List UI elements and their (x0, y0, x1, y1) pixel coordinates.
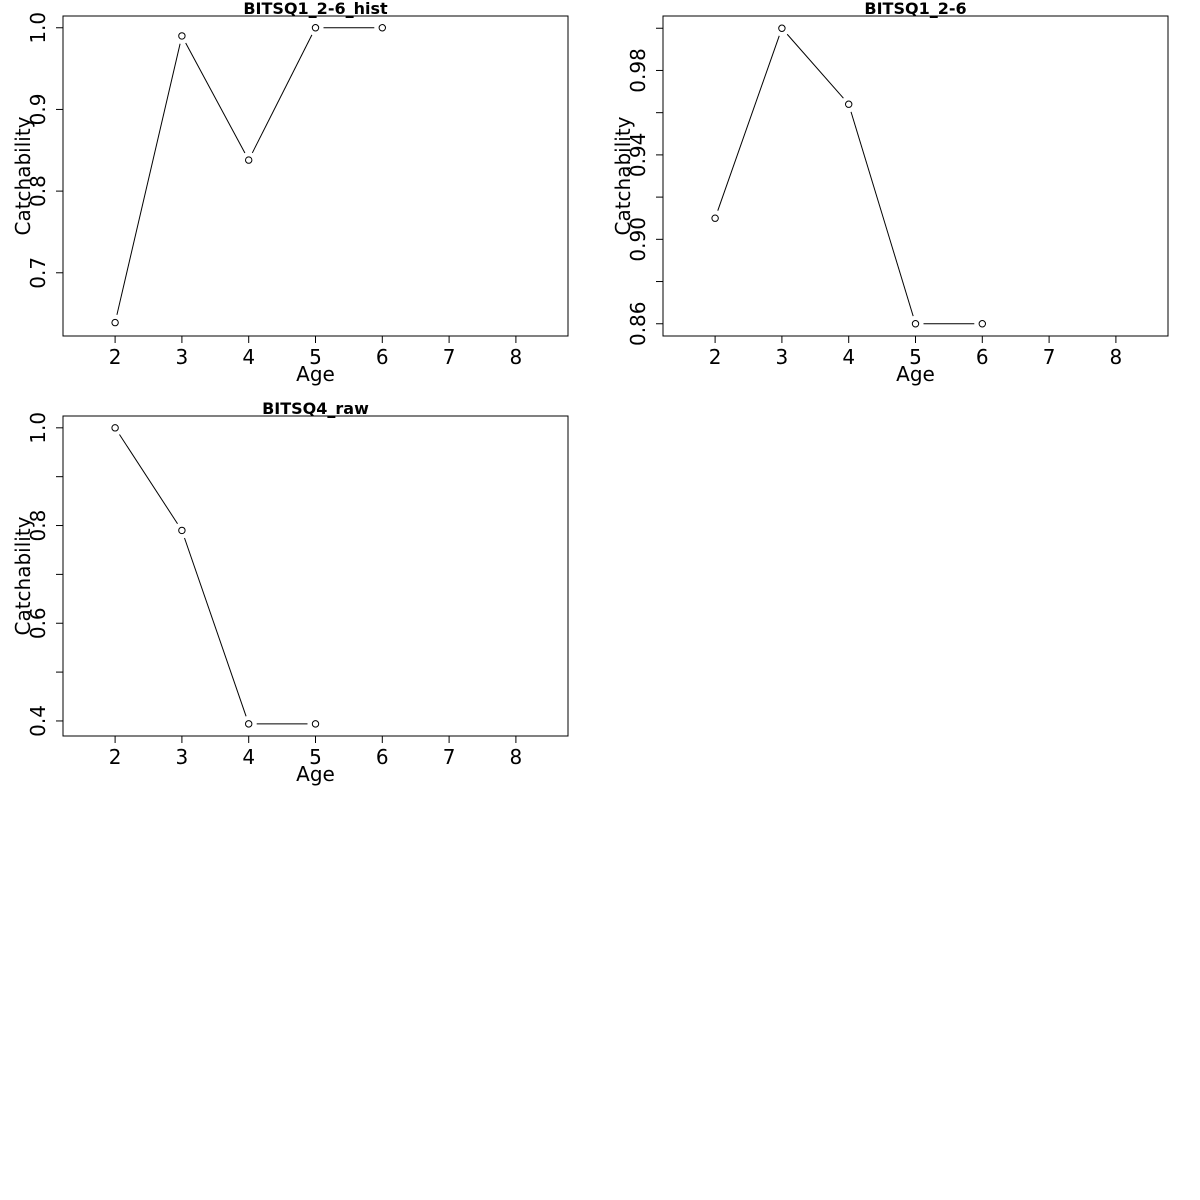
data-point-marker (978, 320, 986, 328)
chart-panel-bitsq1-2-6-hist: BITSQ1_2-6_hist Age Catchability 2 3 4 5 6 7 8… (11, 0, 569, 386)
y-tick-label: 0.4 (26, 705, 50, 737)
y-tick-label: 0.7 (26, 257, 50, 289)
series-line-segment (786, 33, 844, 99)
x-tick-label: 8 (510, 345, 523, 369)
data-point-marker (111, 424, 119, 432)
x-tick-label: 5 (309, 745, 322, 769)
y-tick-label: 0.9 (26, 94, 50, 126)
plot-frame (662, 15, 1169, 337)
data-point-marker (111, 318, 119, 327)
chart-panel-bitsq1-2-6: BITSQ1_2-6 Age Catchability 2 3 4 5 6 7 8 0.86 0… (611, 0, 1169, 386)
chart-title: BITSQ1_2-6 (864, 0, 966, 18)
series-line-segment (850, 111, 914, 317)
x-tick-label: 6 (976, 345, 989, 369)
data-point-marker (311, 720, 320, 728)
y-axis-label: Catchability (611, 116, 635, 235)
x-tick-label: 2 (709, 345, 722, 369)
plot-frame (62, 15, 569, 337)
y-tick-label: 1.0 (26, 12, 50, 44)
x-tick-label: 6 (376, 345, 389, 369)
series-line-segment (116, 43, 181, 315)
data-point-marker (778, 24, 786, 32)
data-point-marker (245, 156, 253, 164)
series-line-segment (185, 42, 246, 154)
x-tick-label: 3 (176, 345, 189, 369)
series-layer (711, 24, 986, 328)
data-point-marker (378, 24, 386, 32)
axis-ticks: 2 3 4 5 6 7 8 0.4 0.6 0.8 1.0 (26, 412, 522, 769)
x-tick-label: 5 (909, 345, 922, 369)
x-tick-label: 2 (109, 745, 122, 769)
series-line-segment (119, 434, 178, 524)
x-tick-label: 8 (510, 745, 523, 769)
x-tick-label: 7 (1043, 345, 1056, 369)
y-tick-label: 0.90 (626, 217, 650, 262)
y-tick-label: 0.8 (26, 510, 50, 542)
x-tick-label: 4 (242, 745, 255, 769)
x-tick-label: 2 (109, 345, 122, 369)
x-tick-label: 6 (376, 745, 389, 769)
series-line-segment (717, 35, 780, 211)
y-tick-label: 0.94 (626, 133, 650, 178)
y-tick-label: 0.8 (26, 175, 50, 207)
x-tick-label: 4 (842, 345, 855, 369)
x-tick-label: 7 (443, 345, 456, 369)
data-point-marker (178, 32, 186, 40)
chart-panel-bitsq4-raw: BITSQ4_raw Age Catchability 2 3 4 5 6 7 8 0.4 0.… (11, 399, 569, 786)
data-point-marker (178, 526, 186, 535)
data-point-marker (845, 100, 853, 108)
chart-title: BITSQ1_2-6_hist (243, 0, 388, 18)
x-tick-label: 4 (242, 345, 255, 369)
series-layer (111, 424, 320, 728)
x-tick-label: 3 (176, 745, 189, 769)
data-point-marker (911, 320, 920, 328)
chart-title: BITSQ4_raw (262, 399, 369, 418)
series-layer (111, 24, 386, 327)
axis-ticks: 2 3 4 5 6 7 8 0.7 0.8 0.9 1.0 (26, 12, 522, 369)
y-tick-label: 1.0 (26, 412, 50, 444)
y-tick-label: 0.98 (626, 48, 650, 93)
y-tick-label: 0.86 (626, 301, 650, 346)
series-line-segment (184, 537, 247, 717)
x-tick-label: 5 (309, 345, 322, 369)
series-line-segment (251, 34, 313, 154)
y-tick-label: 0.6 (26, 607, 50, 639)
y-axis-label: Catchability (11, 116, 35, 235)
data-point-marker (711, 214, 719, 222)
x-tick-label: 7 (443, 745, 456, 769)
axis-ticks: 2 3 4 5 6 7 8 0.86 0.90 0.94 0.98 (626, 27, 1123, 369)
data-point-marker (311, 24, 320, 32)
x-tick-label: 3 (776, 345, 789, 369)
y-axis-label: Catchability (11, 516, 35, 635)
x-axis-label: Age (896, 362, 935, 386)
data-point-marker (245, 720, 253, 728)
x-tick-label: 8 (1110, 345, 1123, 369)
x-axis-label: Age (296, 762, 335, 786)
x-axis-label: Age (296, 362, 335, 386)
